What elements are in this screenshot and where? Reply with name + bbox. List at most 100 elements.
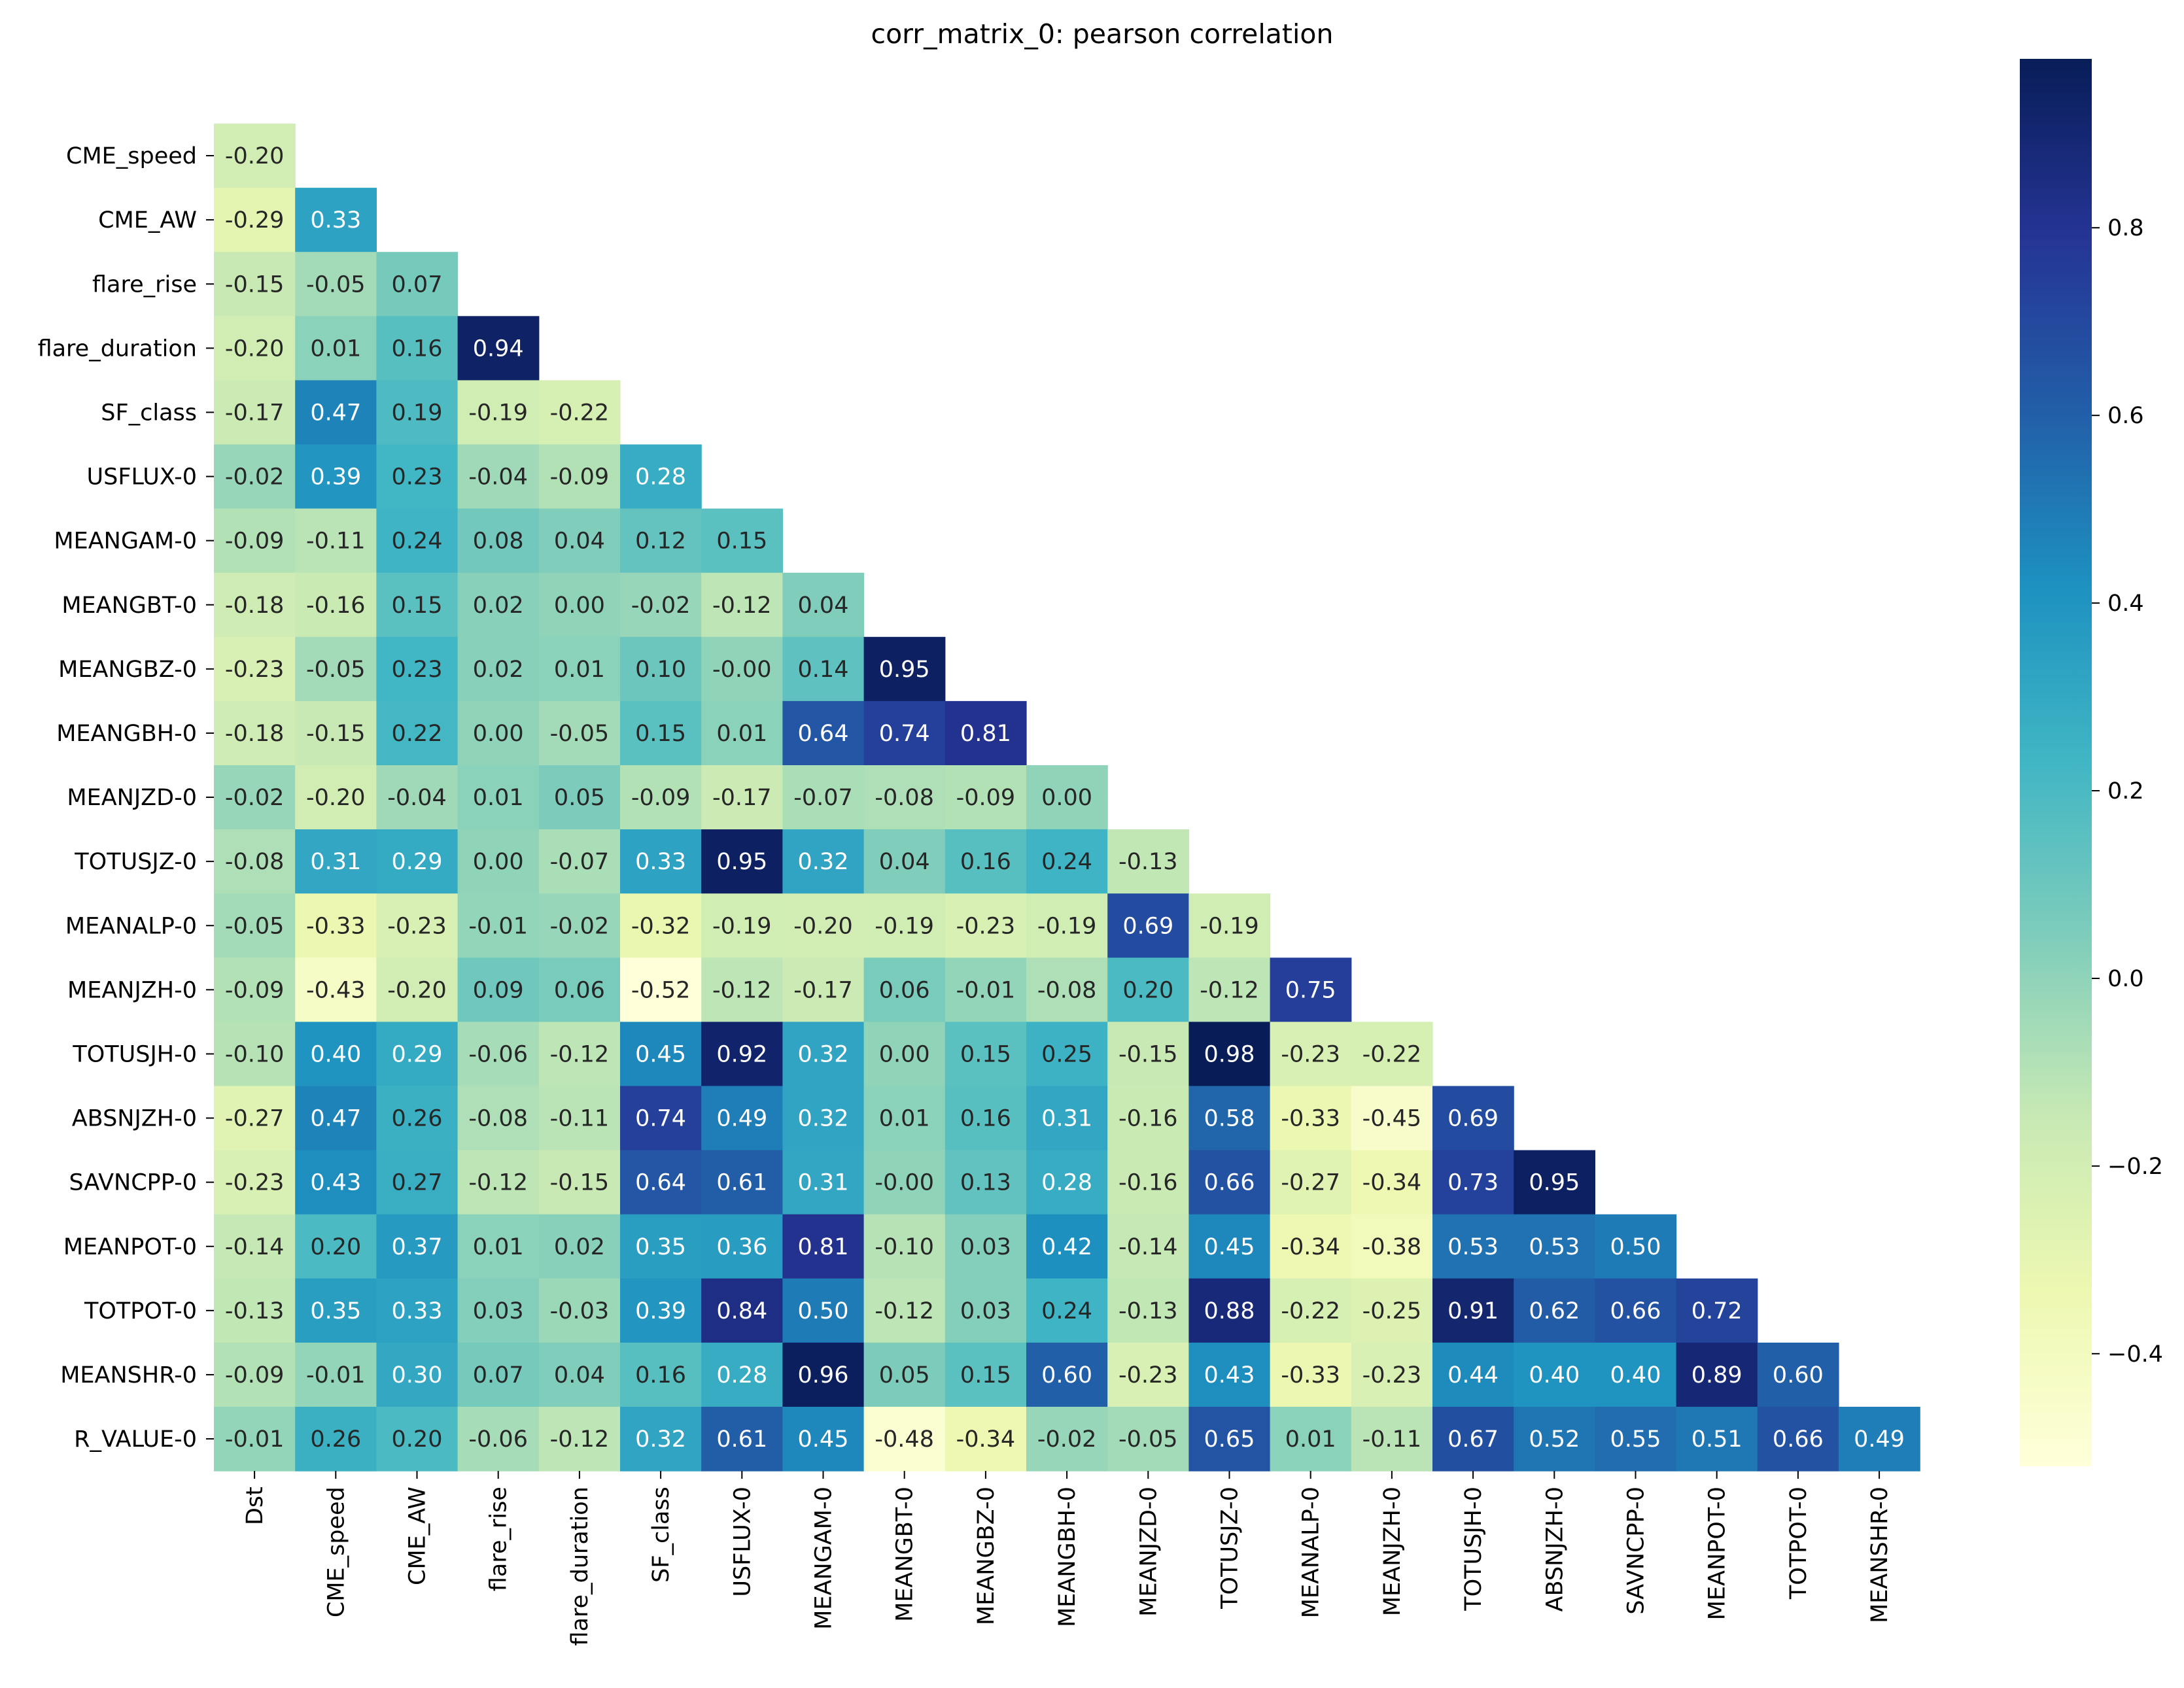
- heatmap-cell: [376, 1407, 459, 1472]
- cell-value-label: -0.02: [225, 464, 285, 491]
- cell-value-label: 0.07: [392, 271, 443, 298]
- heatmap-cell: [1107, 829, 1189, 894]
- row-tick-label: MEANPOT-0: [63, 1234, 197, 1260]
- heatmap-cell: [376, 893, 459, 958]
- heatmap-cell: [1676, 1407, 1758, 1472]
- cell-value-label: 0.37: [392, 1234, 443, 1260]
- cell-value-label: 0.62: [1529, 1298, 1580, 1324]
- heatmap-cell: [376, 444, 459, 509]
- heatmap-cell: [214, 893, 296, 958]
- cell-value-label: 0.27: [392, 1170, 443, 1196]
- cell-value-label: 0.64: [798, 721, 849, 747]
- heatmap-cell: [620, 700, 702, 766]
- cell-value-label: 0.69: [1122, 913, 1173, 939]
- cell-value-label: 0.00: [473, 849, 524, 875]
- heatmap-cell: [1188, 957, 1271, 1022]
- cell-value-label: 0.81: [960, 721, 1011, 747]
- cell-value-label: -0.17: [712, 785, 772, 811]
- cell-value-label: 0.53: [1447, 1234, 1499, 1260]
- heatmap-cell: [295, 252, 377, 317]
- cell-value-label: 0.16: [635, 1362, 686, 1388]
- heatmap-cell: [295, 1150, 377, 1215]
- cell-value-label: 0.31: [310, 849, 361, 875]
- heatmap-cell: [1107, 1278, 1189, 1343]
- cell-value-label: -0.12: [712, 977, 772, 1003]
- col-tick-label: flare_rise: [486, 1487, 512, 1591]
- cell-value-label: -0.23: [1281, 1041, 1340, 1067]
- cell-value-label: -0.23: [956, 913, 1016, 939]
- cell-value-label: -0.34: [1281, 1234, 1340, 1260]
- cell-value-label: 0.20: [1122, 977, 1173, 1003]
- cell-value-label: 0.44: [1447, 1362, 1499, 1388]
- cell-value-label: 0.43: [310, 1170, 361, 1196]
- heatmap-cell: [295, 1407, 377, 1472]
- row-tick-label: ABSNJZH-0: [72, 1106, 197, 1132]
- chart-title: corr_matrix_0: pearson correlation: [871, 18, 1334, 50]
- col-tick-label: CME_speed: [323, 1487, 349, 1617]
- cell-value-label: -0.09: [631, 785, 691, 811]
- heatmap-cell: [1270, 1150, 1352, 1215]
- colorbar: −0.4 −0.2 0.0 0.2 0.4 0.6 0.8: [2020, 59, 2163, 1466]
- heatmap-cell: [457, 1407, 540, 1472]
- cell-value-label: 0.04: [879, 849, 930, 875]
- col-tick-label: SF_class: [648, 1487, 674, 1583]
- heatmap-cell: [538, 1407, 621, 1472]
- cell-value-label: -0.19: [712, 913, 772, 939]
- heatmap-cell: [214, 380, 296, 445]
- cell-value-label: -0.17: [225, 400, 285, 426]
- cell-value-label: 0.05: [554, 785, 605, 811]
- heatmap-cell: [457, 316, 540, 381]
- colorbar-tick-label: −0.4: [2107, 1341, 2163, 1368]
- heatmap-cell: [295, 572, 377, 638]
- cell-value-label: -0.20: [387, 977, 447, 1003]
- heatmap-cell: [538, 829, 621, 894]
- cell-value-label: 0.15: [960, 1362, 1011, 1388]
- row-tick-labels: CME_speed CME_AW flare_rise flare_duration S…: [38, 143, 214, 1453]
- row-tick-label: CME_AW: [98, 207, 197, 233]
- cell-value-label: -0.05: [550, 721, 610, 747]
- heatmap-cell: [1270, 957, 1352, 1022]
- heatmap-cell: [295, 1214, 377, 1279]
- cell-value-label: 0.04: [554, 1362, 605, 1388]
- cell-value-label: 0.20: [310, 1234, 361, 1260]
- heatmap-cell: [1514, 1150, 1595, 1215]
- cell-value-label: 0.31: [798, 1170, 849, 1196]
- heatmap-cell: [295, 380, 377, 445]
- cell-value-label: 0.32: [798, 849, 849, 875]
- heatmap-cell: [214, 1150, 296, 1215]
- cell-value-label: -0.09: [225, 1362, 285, 1388]
- cell-value-label: 0.01: [473, 1234, 524, 1260]
- heatmap-cell: [620, 1278, 702, 1343]
- heatmap-cell: [1107, 893, 1189, 958]
- heatmap-cell: [457, 572, 540, 638]
- heatmap-cell: [214, 124, 296, 188]
- heatmap-cell: [376, 1278, 459, 1343]
- row-tick-label: TOTUSJZ-0: [74, 849, 197, 875]
- cell-value-label: -0.05: [225, 913, 285, 939]
- heatmap-cell: [1026, 829, 1108, 894]
- cell-value-label: 0.31: [1041, 1106, 1092, 1132]
- cell-value-label: 0.23: [392, 657, 443, 683]
- cell-value-label: 0.32: [798, 1106, 849, 1132]
- cell-value-label: -0.23: [1118, 1362, 1178, 1388]
- cell-value-label: -0.11: [550, 1106, 610, 1132]
- cell-value-label: 0.69: [1447, 1106, 1499, 1132]
- heatmap-cell: [701, 508, 783, 574]
- heatmap-cell: [457, 636, 540, 702]
- cell-value-label: -0.02: [550, 913, 610, 939]
- cell-value-label: 0.26: [310, 1426, 361, 1453]
- cell-value-label: 0.40: [310, 1041, 361, 1067]
- heatmap-cell: [295, 1342, 377, 1407]
- cell-value-label: -0.10: [875, 1234, 934, 1260]
- cell-value-label: -0.22: [1362, 1041, 1422, 1067]
- heatmap-cell: [1757, 1407, 1839, 1472]
- heatmap-cell: [701, 1342, 783, 1407]
- heatmap-cell: [376, 957, 459, 1022]
- heatmap-cell: [214, 1214, 296, 1279]
- cell-value-label: 0.29: [392, 1041, 443, 1067]
- cell-value-label: 0.58: [1204, 1106, 1255, 1132]
- cell-value-label: 0.45: [635, 1041, 686, 1067]
- cell-value-label: -0.33: [1281, 1106, 1340, 1132]
- heatmap-cell: [214, 829, 296, 894]
- heatmap-cell: [1188, 1342, 1271, 1407]
